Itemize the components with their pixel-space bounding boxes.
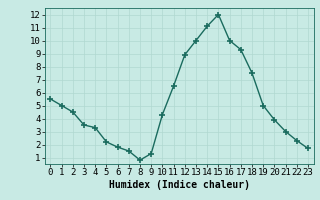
- X-axis label: Humidex (Indice chaleur): Humidex (Indice chaleur): [109, 180, 250, 190]
